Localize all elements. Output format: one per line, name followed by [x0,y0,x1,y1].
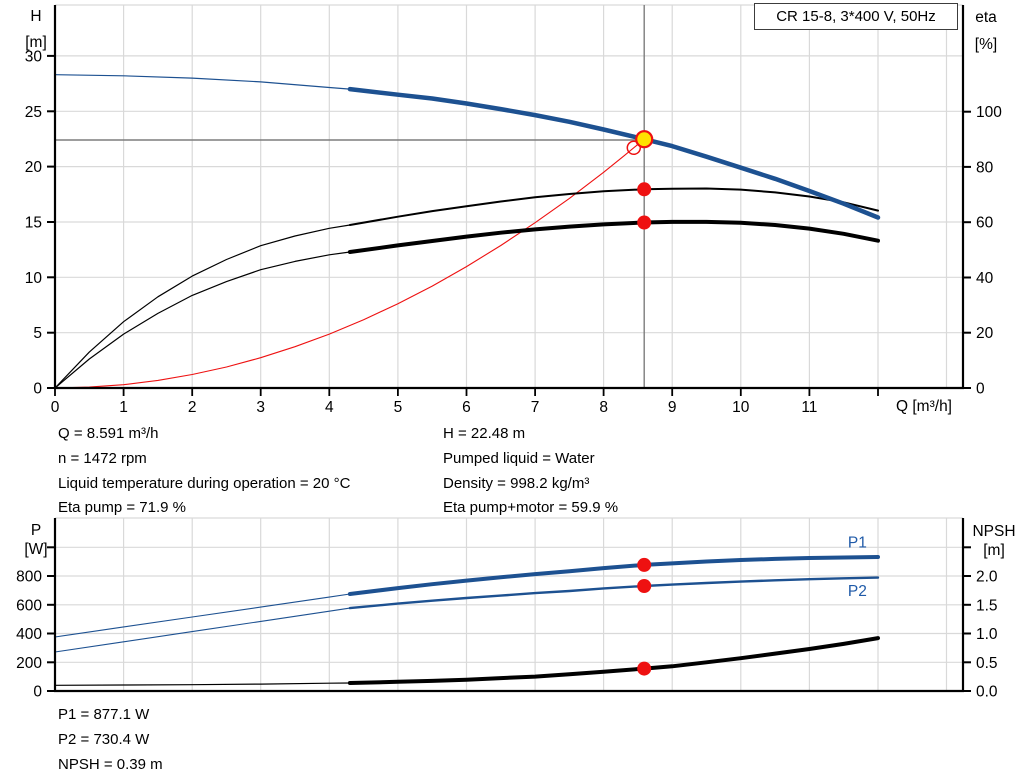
tick-label-left: 5 [33,325,42,342]
duty-info-right: H = 22.48 m Pumped liquid = Water Densit… [443,422,618,521]
tick-label-x: 5 [394,399,403,416]
curve-eta-pump-motor [54,251,351,389]
duty-info-left: Q = 8.591 m³/h n = 1472 rpm Liquid tempe… [58,422,350,521]
flow-axis-label: Q [m³/h] [896,398,952,415]
info-eta-pump: Eta pump = 71.9 % [58,499,186,517]
tick-label-left: 30 [25,48,43,65]
tick-label-left: 200 [16,655,42,672]
curve-head [347,86,881,220]
curve-p1 [347,555,880,596]
curve-p2 [348,576,880,610]
chart-power-npsh: 0 200 400 600 800 0.0 0.5 1.0 1.5 2.0 P1 P2 [16,517,998,701]
tick-label-right: 20 [976,325,994,342]
npsh-axis-label: NPSH [m] [966,522,1022,560]
tick-label-x: 2 [188,399,197,416]
tick-label-right: 100 [976,104,1002,121]
tick-label-x: 3 [256,399,265,416]
power-axis-unit: [W] [24,540,48,558]
chart-head-efficiency: 0 5 10 15 20 25 30 0 20 40 60 80 100 0 1 2 3 4 5 6 7 8 9 10 11 [25,4,1002,416]
tick-label-right: 0.0 [976,684,998,701]
p1-point [637,557,652,572]
tick-label-left: 20 [25,159,43,176]
power-info: P1 = 877.1 W P2 = 730.4 W NPSH = 0.39 m [58,703,163,777]
tick-label-left: 15 [25,214,42,231]
tick-label-x: 4 [325,399,334,416]
tick-label-right: 1.0 [976,626,998,643]
tick-label-right: 1.5 [976,597,998,614]
tick-label-left: 10 [25,270,43,287]
info-p2: P2 = 730.4 W [58,730,150,748]
eta-pump-motor-point [637,215,652,230]
info-flow: Q = 8.591 m³/h [58,425,159,442]
tick-label-right: 60 [976,215,994,232]
curve-p1 [54,593,351,638]
info-liquid-temperature: Liquid temperature during operation = 20… [58,474,351,492]
curve-system-curve [54,138,645,389]
tick-label-x: 1 [119,399,128,416]
requested-duty-point [626,140,642,156]
tick-label-right: 0 [976,381,985,398]
info-eta-pump-motor: Eta pump+motor = 59.9 % [443,499,619,517]
npsh-point [637,661,652,676]
tick-label-left: 0 [33,684,42,701]
tick-label-left: 0 [33,381,42,398]
curve-eta-pump [54,224,351,389]
eta-axis-unit: [%] [974,36,998,53]
tick-label-left: 600 [16,597,42,614]
power-axis-symbol: P [30,522,42,539]
pump-title-box: CR 15-8, 3*400 V, 50Hz [754,3,958,30]
npsh-axis-unit: [m] [983,542,1005,559]
p2-point [637,579,652,593]
tick-label-right: 40 [976,270,994,287]
tick-label-x: 0 [51,399,60,416]
info-p1: P1 = 877.1 W [58,706,150,723]
pump-title: CR 15-8, 3*400 V, 50Hz [776,8,936,25]
info-pumped-liquid: Pumped liquid = Water [443,449,595,467]
npsh-axis-symbol: NPSH [972,523,1016,540]
curve-npsh [54,682,351,686]
tick-label-right: 0.5 [976,655,998,672]
curve-head [54,74,351,90]
info-density: Density = 998.2 kg/m³ [443,474,590,492]
tick-label-left: 800 [16,569,42,586]
duty-point[interactable] [635,130,654,149]
info-head: H = 22.48 m [443,425,526,442]
eta-pump-point [637,182,652,197]
head-axis-symbol: H [30,8,42,25]
info-speed: n = 1472 rpm [58,449,147,467]
tick-label-left: 25 [25,104,42,121]
tick-label-x: 7 [531,399,540,416]
power-axis-label: P [W] [14,522,58,559]
curve-eta-pump [348,187,879,226]
curve-label-p1: P1 [848,535,867,552]
tick-label-right: 2.0 [976,569,998,586]
eta-axis-label: eta [%] [962,4,1010,58]
tick-label-right: 80 [976,159,994,176]
curve-npsh [347,636,880,685]
tick-label-x: 8 [599,399,608,416]
curve-label-p2: P2 [848,583,867,600]
tick-label-left: 400 [16,626,42,643]
curve-eta-pump-motor [347,219,880,254]
tick-label-x: 10 [732,399,750,416]
curve-p2 [54,607,351,653]
tick-label-x: 9 [668,399,677,416]
eta-axis-symbol: eta [975,9,997,26]
tick-label-x: 6 [462,399,471,416]
info-npsh: NPSH = 0.39 m [58,755,163,773]
head-axis-label: H [m] [16,4,56,56]
tick-label-x: 11 [801,399,817,416]
head-axis-unit: [m] [25,34,47,51]
